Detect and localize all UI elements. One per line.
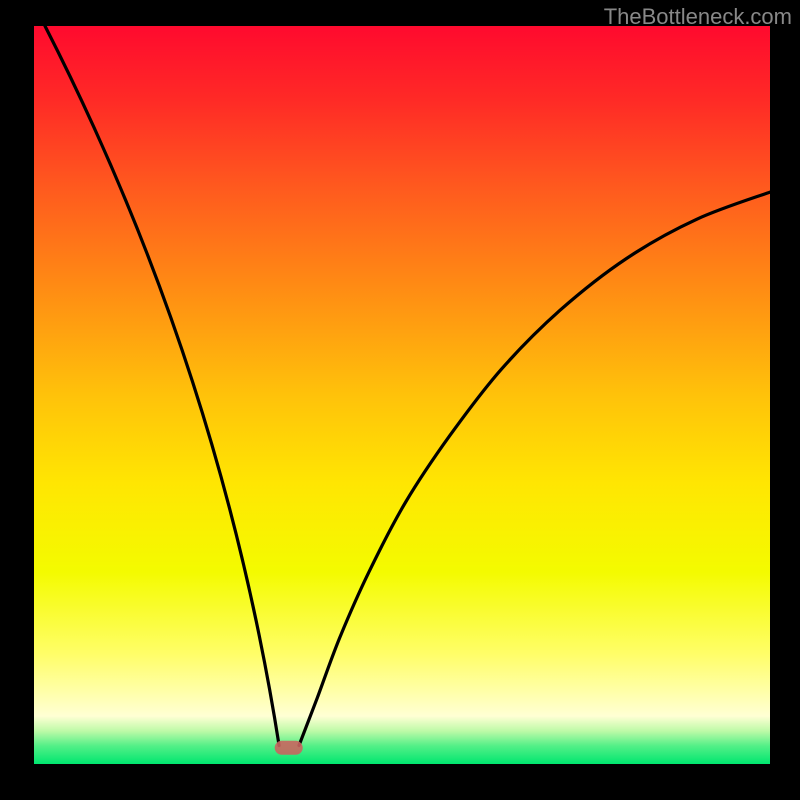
- watermark-text: TheBottleneck.com: [604, 4, 792, 30]
- optimal-point-marker: [275, 741, 303, 755]
- chart-container: { "meta": { "watermark": "TheBottleneck.…: [0, 0, 800, 800]
- gradient-background: [34, 26, 770, 764]
- bottleneck-chart: [0, 0, 800, 800]
